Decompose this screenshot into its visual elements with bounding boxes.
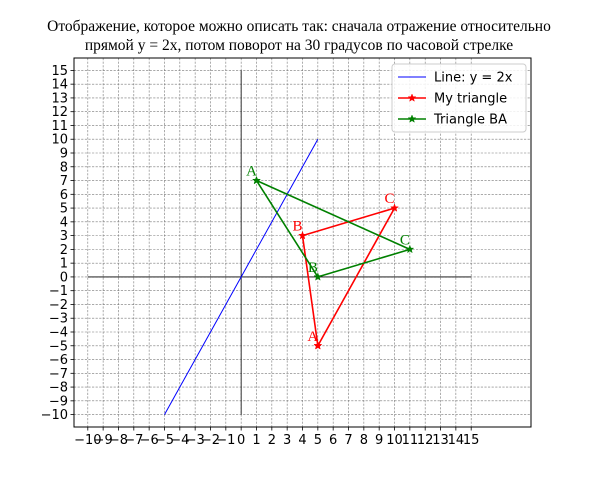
x-tick-label: 12 [417,433,434,448]
x-tick-label: 2 [268,433,276,448]
y-tick-label: −1 [49,284,68,299]
x-tick-label: 8 [360,433,368,448]
vertex-label-a: A [307,329,318,345]
vertex-label-b: B [292,219,302,235]
y-tick-label: 0 [60,270,68,285]
y-tick-label: 12 [51,105,68,120]
y-tick-label: 10 [51,133,68,148]
plot-area: −10−9−8−7−6−5−4−3−2−1 0 1 2 3 4 5 6 7 8 9 101112131… [41,57,532,448]
y-tick-label: −4 [49,325,68,340]
legend-entry-label: My triangle [434,92,507,107]
x-tick-label: −10 [74,433,101,448]
x-tick-label: 13 [432,433,449,448]
y-tick-label: 5 [60,202,68,217]
line-y-2x [164,138,319,415]
x-tick-label: −2 [201,433,220,448]
vertex-marker [390,203,399,212]
y-tick-label: −3 [49,312,68,327]
vertex-marker [252,175,261,185]
y-tick-label: −2 [49,298,68,313]
y-tick-label: −6 [49,353,68,368]
x-tick-label: 15 [463,433,480,448]
x-tick-label: −9 [94,433,113,448]
chart-title-line-2: прямой y = 2x, потом поворот на 30 граду… [85,37,513,54]
y-tick-label: 15 [51,64,68,79]
y-tick-label: −8 [49,381,68,396]
y-tick-label: 3 [60,229,68,244]
x-tick-label: −1 [216,433,235,448]
x-tick-label: −4 [170,433,189,448]
vertex-marker [405,244,415,254]
y-tick-label: −7 [49,367,68,382]
series-0 [164,138,319,415]
x-ticks: −10−9−8−7−6−5−4−3−2−1 0 1 2 3 4 5 6 7 8 9 101112131… [74,427,479,448]
legend-swatch-marker [407,114,417,123]
x-tick-label: −6 [140,433,159,448]
y-tick-label: −10 [41,408,68,423]
legend: Line: y = 2x My triangle Triangle BA [391,63,527,133]
x-tick-label: 0 [237,433,245,448]
y-ticks: −10−9−8−7−6−5−4−3−2−10123456789101112131… [41,64,74,423]
y-tick-label: 6 [60,188,68,203]
vertex-label-b: B [308,260,318,276]
vertex-label-c: C [400,232,410,248]
x-tick-label: 3 [283,433,291,448]
vertex-label-c: C [385,191,395,207]
x-tick-label: 7 [344,433,352,448]
x-tick-label: −5 [155,433,174,448]
vertex-marker [313,341,323,350]
x-tick-label: 5 [314,433,322,448]
legend-entry-label: Line: y = 2x [434,71,513,86]
x-tick-label: 11 [402,433,419,448]
y-tick-label: 2 [60,243,68,258]
y-tick-label: 9 [60,147,68,162]
series-2: A B C [246,164,415,281]
y-tick-label: 11 [51,119,68,134]
x-tick-label: −3 [186,433,205,448]
x-tick-label: 14 [448,433,465,448]
y-tick-label: 14 [51,78,68,93]
y-tick-label: 4 [60,215,68,230]
chart-title-line-1: Отображение, которое можно описать так: … [47,18,551,35]
x-tick-label: −8 [109,433,128,448]
y-tick-label: −9 [49,394,68,409]
y-tick-label: 13 [51,91,68,106]
x-tick-label: 1 [252,433,260,448]
legend-box [391,63,527,133]
x-tick-label: 6 [329,433,337,448]
x-tick-label: 4 [298,433,306,448]
y-tick-label: 8 [60,160,68,175]
x-tick-label: −7 [124,433,143,448]
y-tick-label: 7 [60,174,68,189]
y-tick-label: −5 [49,339,68,354]
legend-swatch-marker [407,93,417,102]
vertex-label-a: A [246,164,257,180]
y-tick-label: 1 [60,257,68,272]
triangle-outline [255,179,411,278]
vertex-marker [313,272,323,281]
legend-entry-label: Triangle BA [433,113,507,128]
x-tick-label: 9 [375,433,383,448]
x-tick-label: 10 [386,433,403,448]
vertex-marker [298,230,307,240]
